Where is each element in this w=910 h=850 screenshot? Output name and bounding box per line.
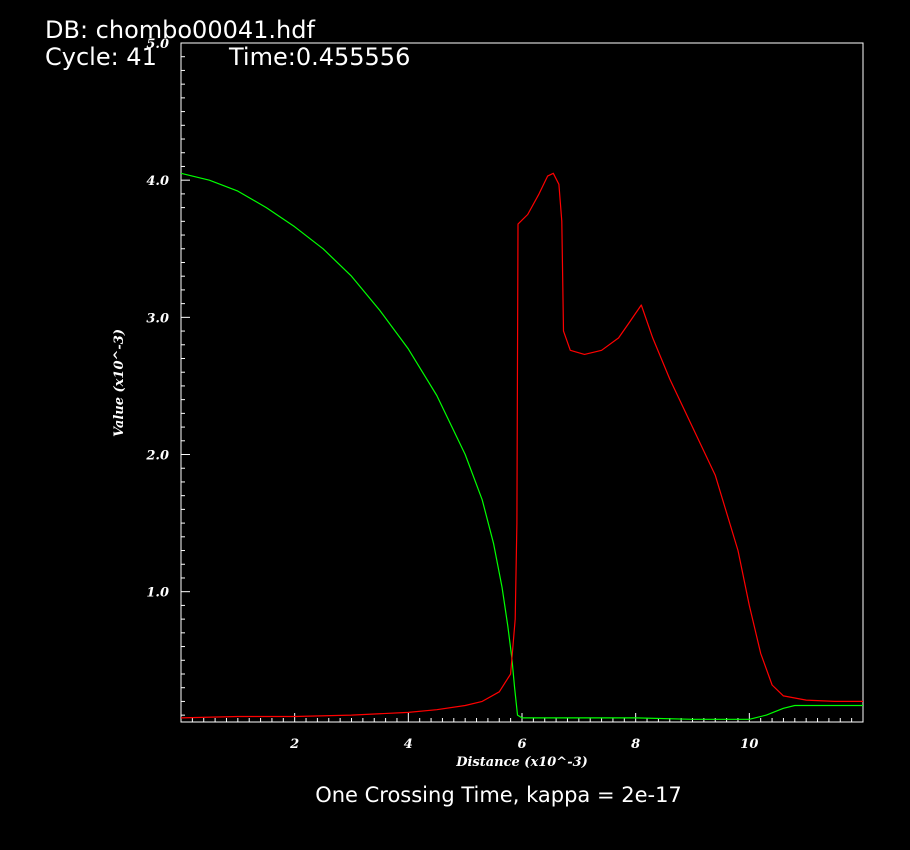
x-tick-label: 6 [517, 737, 526, 752]
y-tick-label: 2.0 [145, 449, 169, 464]
x-axis-label: Distance (x10^-3) [455, 755, 588, 770]
series-line-green [180, 172, 863, 720]
chart-caption: One Crossing Time, kappa = 2e-17 [315, 783, 682, 807]
axis-ticks [180, 42, 864, 722]
plot-frame [180, 42, 864, 723]
series-line-red [180, 172, 863, 719]
y-tick-label: 1.0 [146, 586, 169, 601]
y-tick-label: 3.0 [146, 311, 169, 326]
database-label: DB: chombo00041.hdf [45, 16, 315, 44]
x-tick-label: 4 [404, 737, 413, 752]
x-tick-label: 2 [289, 737, 299, 752]
series-group [180, 172, 863, 720]
tick-labels: 2 4 6 8 10 1.0 2.0 3.0 4.0 5.0 [145, 37, 758, 752]
y-axis-label: Value (x10^-3) [112, 329, 127, 437]
cycle-label: Cycle: 41 [45, 43, 157, 71]
time-label: Time:0.455556 [229, 43, 411, 71]
y-tick-label: 4.0 [146, 174, 169, 189]
x-tick-label: 8 [631, 737, 640, 752]
y-tick-label: 5.0 [146, 37, 169, 52]
x-tick-label: 10 [740, 737, 758, 752]
